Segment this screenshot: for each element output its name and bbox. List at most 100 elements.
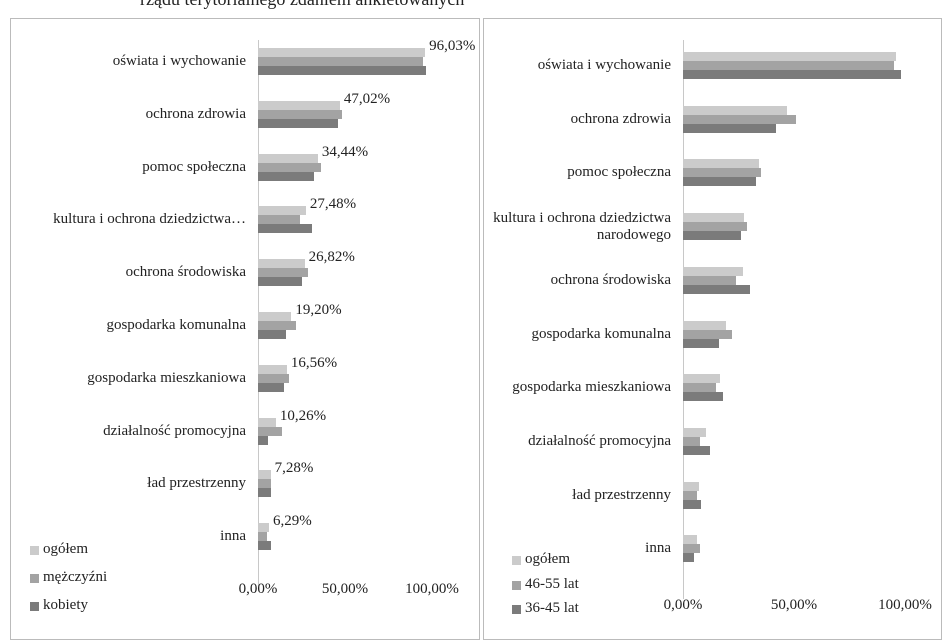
category-label: gospodarka mieszkaniowa	[87, 369, 246, 386]
category-label: inna	[645, 540, 671, 557]
category-label: kultura i ochrona dziedzictwa…	[53, 211, 246, 228]
x-tick-label: 0,00%	[238, 581, 278, 597]
bar	[683, 320, 726, 330]
legend-label: kobiety	[43, 597, 88, 613]
value-label: 6,29%	[272, 513, 312, 530]
legend-swatch	[30, 574, 39, 583]
bar	[683, 499, 701, 509]
value-label: 47,02%	[343, 90, 391, 107]
bar	[258, 321, 297, 330]
value-label: 27,48%	[309, 196, 357, 213]
x-tick-label: 100,00%	[878, 597, 932, 613]
value-label: 10,26%	[279, 407, 327, 424]
bar	[683, 275, 737, 285]
bar	[683, 392, 723, 402]
bar	[258, 382, 285, 392]
axis-line	[682, 40, 684, 599]
bar	[683, 123, 777, 133]
bar	[683, 436, 700, 446]
bar	[683, 383, 717, 393]
bar	[683, 374, 720, 384]
legend-swatch	[512, 581, 521, 590]
category-label: ochrona zdrowia	[145, 105, 246, 122]
bar	[258, 100, 340, 110]
bar	[683, 168, 761, 178]
bar	[258, 224, 312, 234]
bar	[258, 541, 272, 551]
category-label: ład przestrzenny	[572, 486, 671, 503]
category-label: gospodarka komunalna	[106, 317, 246, 333]
category-label: gospodarka mieszkaniowa	[512, 379, 671, 396]
bar	[258, 523, 269, 533]
bar	[683, 553, 695, 563]
bar	[258, 268, 309, 278]
x-tick-label: 50,00%	[321, 581, 369, 597]
bar	[258, 118, 339, 128]
x-tick-label: 50,00%	[770, 597, 818, 613]
value-label: 96,03%	[429, 38, 476, 54]
bar	[258, 426, 283, 436]
bar	[258, 330, 286, 339]
bar	[683, 490, 698, 500]
category-label: oświata i wychowanie	[537, 57, 671, 73]
bar	[683, 481, 700, 491]
bar	[683, 535, 697, 545]
bar	[258, 470, 271, 480]
legend-label: mężczyźni	[43, 569, 108, 585]
bar	[258, 162, 321, 172]
category-label: pomoc społeczna	[567, 164, 671, 181]
category-label: inna	[220, 528, 246, 545]
bar	[683, 445, 710, 455]
bar	[258, 57, 424, 66]
bar	[258, 66, 426, 75]
bar	[683, 70, 901, 79]
legend-swatch	[512, 605, 521, 614]
category-label: ochrona zdrowia	[570, 110, 671, 127]
bar	[258, 417, 276, 427]
value-label: 34,44%	[321, 143, 369, 160]
legend-swatch	[30, 602, 39, 611]
bar	[258, 435, 269, 445]
value-label: 16,56%	[290, 354, 338, 371]
bar	[683, 544, 700, 554]
bar	[258, 364, 287, 374]
value-label: 7,28%	[274, 460, 314, 477]
bar	[258, 479, 271, 489]
legend-label: ogółem	[43, 541, 88, 557]
bar	[683, 105, 788, 115]
category-label: działalność promocyjna	[528, 432, 671, 449]
bar	[683, 177, 757, 187]
category-label: ochrona środowiska	[125, 264, 246, 281]
category-label: ład przestrzenny	[147, 475, 246, 492]
category-label: kultura i ochrona dziedzictwa narodowego	[493, 209, 671, 243]
bar	[683, 284, 750, 294]
bar	[258, 277, 302, 287]
legend-label: 46-55 lat	[525, 576, 579, 592]
x-tick-label: 100,00%	[405, 581, 459, 597]
bar	[683, 114, 797, 124]
bar	[258, 206, 306, 216]
bar	[683, 338, 719, 348]
category-label: działalność promocyjna	[103, 422, 246, 439]
chart-panel	[10, 18, 480, 640]
bar	[683, 52, 897, 61]
value-label: 26,82%	[308, 249, 355, 266]
bar	[683, 427, 706, 437]
bar	[683, 159, 760, 169]
legend-swatch	[512, 556, 521, 565]
value-label: 19,20%	[295, 302, 342, 318]
bar	[258, 259, 305, 269]
bar	[258, 171, 314, 181]
bar	[258, 312, 292, 321]
bar	[258, 488, 271, 498]
bar	[258, 373, 290, 383]
legend-label: 36-45 lat	[525, 600, 579, 616]
bar	[683, 61, 894, 70]
bar	[683, 213, 744, 223]
caption: rządu terytorialnego zdaniem ankietowany…	[140, 0, 464, 10]
category-label: oświata i wychowanie	[112, 53, 246, 69]
bar	[258, 48, 426, 57]
bar	[258, 215, 300, 225]
x-tick-label: 0,00%	[663, 597, 703, 613]
